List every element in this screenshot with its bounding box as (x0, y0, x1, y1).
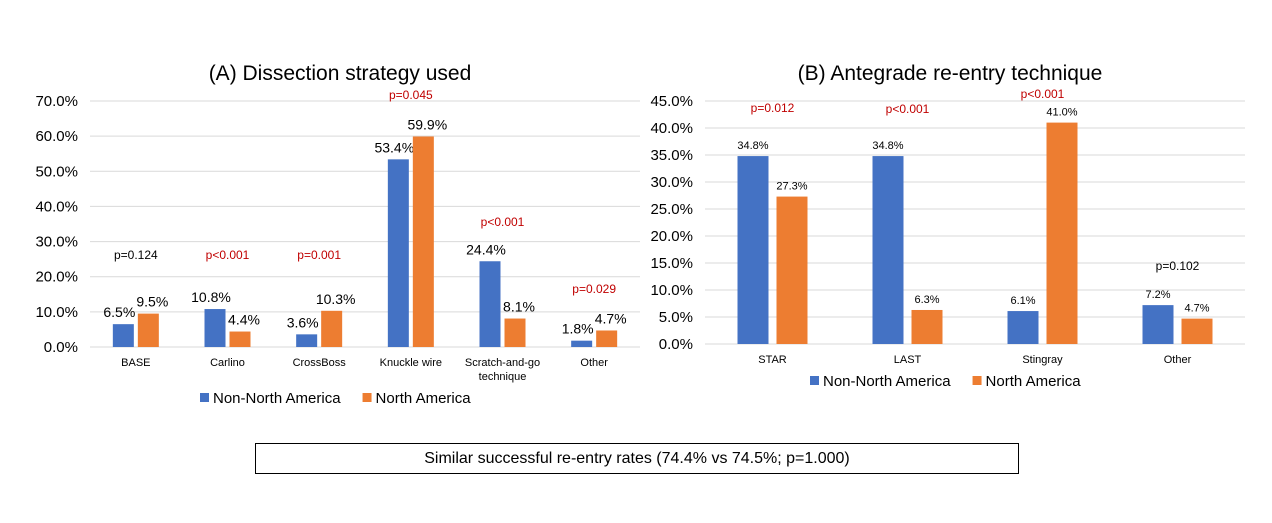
legend-label: North America (986, 373, 1082, 390)
p-value-label: p<0.001 (481, 215, 525, 229)
p-value-label: p<0.001 (886, 102, 930, 116)
legend-swatch (200, 393, 209, 402)
bar-non-north-america (1007, 311, 1039, 344)
data-label: 53.4% (374, 139, 414, 155)
legend-swatch (972, 376, 982, 385)
data-label: 4.7% (595, 310, 627, 326)
data-label: 4.4% (228, 312, 260, 328)
data-label: 6.3% (914, 294, 939, 306)
y-tick-label: 60.0% (35, 128, 78, 145)
x-tick-label: Other (1164, 354, 1192, 366)
bar-north-america (911, 309, 943, 344)
p-value-label: p=0.124 (114, 248, 158, 262)
data-label: 6.5% (103, 304, 135, 320)
chart-title: (A) Dissection strategy used (209, 62, 472, 85)
bar-north-america (137, 313, 159, 347)
y-tick-label: 40.0% (650, 120, 693, 137)
legend-swatch (810, 376, 819, 385)
y-tick-label: 30.0% (35, 234, 78, 251)
y-tick-label: 0.0% (44, 339, 78, 356)
data-label: 4.7% (1184, 303, 1209, 315)
y-tick-label: 10.0% (650, 282, 693, 299)
x-tick-label: Scratch-and-go (465, 357, 540, 369)
legend-label: North America (376, 390, 472, 407)
bar-north-america (412, 136, 434, 347)
bar-north-america (229, 331, 251, 347)
data-label: 10.8% (191, 289, 231, 305)
p-value-label: p<0.001 (206, 248, 250, 262)
bar-non-north-america (479, 261, 501, 347)
p-value-label: p=0.001 (297, 248, 341, 262)
p-value-label: p<0.001 (1021, 87, 1065, 101)
y-tick-label: 70.0% (35, 93, 78, 110)
y-tick-label: 10.0% (35, 304, 78, 321)
p-value-label: p=0.045 (389, 88, 433, 102)
data-label: 24.4% (466, 241, 506, 257)
legend-label: Non-North America (213, 390, 341, 407)
data-label: 6.1% (1010, 295, 1035, 307)
bar-non-north-america (872, 156, 904, 344)
x-tick-label: BASE (121, 357, 150, 369)
y-tick-label: 30.0% (650, 174, 693, 191)
x-tick-label: Other (580, 357, 608, 369)
p-value-label: p=0.102 (1156, 259, 1200, 273)
x-tick-label: Knuckle wire (380, 357, 442, 369)
data-label: 9.5% (136, 294, 168, 310)
summary-box: Similar successful re-entry rates (74.4%… (255, 443, 1019, 474)
data-label: 3.6% (287, 314, 319, 330)
bar-north-america (776, 196, 808, 344)
data-label: 41.0% (1046, 107, 1077, 119)
y-tick-label: 20.0% (650, 228, 693, 245)
summary-text: Similar successful re-entry rates (74.4%… (424, 449, 850, 467)
y-tick-label: 15.0% (650, 255, 693, 272)
x-tick-label: LAST (894, 354, 922, 366)
bar-non-north-america (296, 334, 318, 347)
data-label: 27.3% (776, 181, 807, 193)
y-tick-label: 25.0% (650, 201, 693, 218)
y-tick-label: 35.0% (650, 147, 693, 164)
data-label: 7.2% (1145, 289, 1170, 301)
legend-swatch (362, 393, 372, 402)
bar-non-north-america (737, 156, 769, 344)
data-label: 59.9% (407, 116, 447, 132)
y-tick-label: 5.0% (659, 309, 693, 326)
p-value-label: p=0.029 (572, 282, 616, 296)
bar-non-north-america (204, 309, 226, 347)
bar-north-america (1181, 318, 1213, 344)
x-tick-label: Carlino (210, 357, 245, 369)
bar-north-america (504, 318, 526, 347)
x-tick-label: CrossBoss (293, 357, 347, 369)
bar-north-america (321, 310, 343, 347)
y-tick-label: 45.0% (650, 93, 693, 110)
bar-north-america (1046, 122, 1078, 344)
data-label: 8.1% (503, 299, 535, 315)
bar-non-north-america (387, 159, 409, 347)
data-label: 34.8% (872, 140, 903, 152)
x-tick-label: STAR (758, 354, 787, 366)
bar-north-america (596, 330, 618, 347)
legend-label: Non-North America (823, 373, 951, 390)
data-label: 1.8% (562, 321, 594, 337)
x-tick-label: Stingray (1022, 354, 1063, 366)
bar-non-north-america (1142, 305, 1174, 344)
chart-title: (B) Antegrade re-entry technique (798, 62, 1103, 85)
y-tick-label: 50.0% (35, 163, 78, 180)
y-tick-label: 0.0% (659, 336, 693, 353)
data-label: 34.8% (737, 140, 768, 152)
y-tick-label: 20.0% (35, 269, 78, 286)
p-value-label: p=0.012 (751, 101, 795, 115)
y-tick-label: 40.0% (35, 198, 78, 215)
data-label: 10.3% (316, 291, 356, 307)
bar-non-north-america (571, 340, 593, 347)
x-tick-label: technique (479, 371, 527, 383)
bar-non-north-america (112, 324, 134, 347)
